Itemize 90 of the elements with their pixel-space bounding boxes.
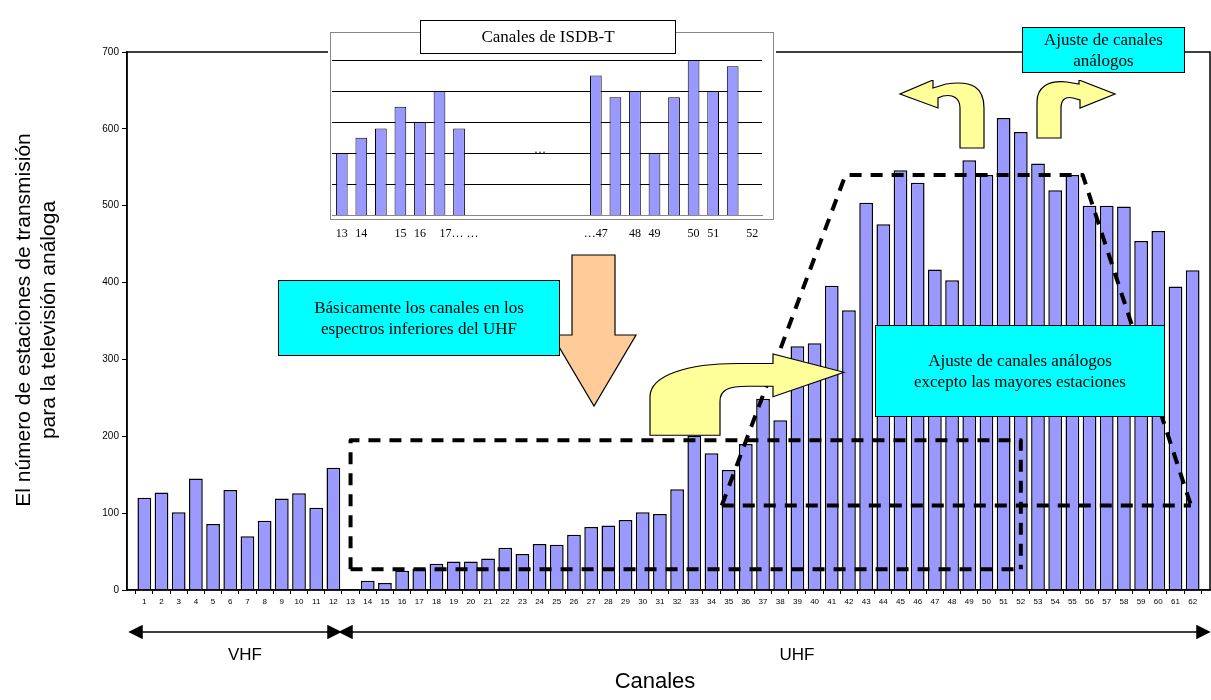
x-tick-label: 4 xyxy=(193,597,199,606)
x-tick-label: …47 xyxy=(583,225,608,240)
y-axis-title: El número de estaciones de transmisión para la televisión análoga xyxy=(10,132,61,509)
x-tick-label: 14 xyxy=(363,597,373,606)
x-tick-label: 44 xyxy=(878,597,889,606)
x-tick-label: 33 xyxy=(689,597,700,606)
x-tick-label: 18 xyxy=(432,597,442,606)
x-tick-label: 43 xyxy=(861,597,872,606)
x-tick-label: 6 xyxy=(228,597,234,606)
x-tick-label: 48 xyxy=(947,597,958,606)
x-tick-label: 21 xyxy=(483,597,494,606)
x-tick-label: 7 xyxy=(245,597,251,606)
x-tick-label: 30 xyxy=(638,597,648,606)
chart-title: Canales de ISDB-T xyxy=(420,20,676,54)
y-tick-label: 0 xyxy=(113,583,120,595)
annotation: … xyxy=(533,142,547,157)
x-tick-label: 3 xyxy=(176,597,182,606)
x-tick-label: 39 xyxy=(792,597,803,606)
x-tick-label: 51 xyxy=(999,597,1009,606)
x-tick-label: 15 xyxy=(394,225,407,240)
y-tick-label: 500 xyxy=(102,199,120,211)
x-tick-label: 38 xyxy=(775,597,786,606)
y-tick-label: 400 xyxy=(102,276,120,288)
x-tick-label: 40 xyxy=(810,597,820,606)
y-tick-label: 200 xyxy=(102,430,120,442)
x-tick-label: 2 xyxy=(159,597,165,606)
x-tick-label: 55 xyxy=(1067,597,1078,606)
x-axis-title: Canales xyxy=(613,668,697,694)
x-tick-label: 13 xyxy=(346,597,356,606)
x-tick-label: 5 xyxy=(210,597,216,606)
x-tick-label: 54 xyxy=(1050,597,1061,606)
x-tick-label: 17 xyxy=(414,597,425,606)
x-tick-label: 62 xyxy=(1188,597,1198,606)
x-tick-label: 34 xyxy=(707,597,717,606)
y-tick-label: 300 xyxy=(102,353,120,365)
x-tick-label: 46 xyxy=(913,597,923,606)
x-tick-label: 25 xyxy=(552,597,562,606)
x-tick-label: 26 xyxy=(569,597,579,606)
text: UHF xyxy=(757,645,837,665)
x-tick-label: 15 xyxy=(380,597,390,606)
x-tick-label: 11 xyxy=(312,597,321,606)
x-tick-label: 50 xyxy=(981,597,992,606)
x-tick-label: 60 xyxy=(1153,597,1164,606)
x-tick-label: 27 xyxy=(586,597,597,606)
x-tick-label: 10 xyxy=(294,597,304,606)
x-tick-label: 49 xyxy=(648,225,661,240)
x-tick-label: 57 xyxy=(1102,597,1112,606)
x-tick-label: 23 xyxy=(517,597,528,606)
x-tick-label: 41 xyxy=(827,597,837,606)
x-tick-label: 28 xyxy=(603,597,614,606)
x-tick-label: 52 xyxy=(1016,597,1026,606)
x-tick-label: 52 xyxy=(746,225,759,240)
x-tick-label: 1 xyxy=(142,597,148,606)
x-tick-label: 12 xyxy=(328,597,339,606)
x-tick-label: 29 xyxy=(621,597,631,606)
x-tick-label: 51 xyxy=(707,225,720,240)
x-tick-label: 37 xyxy=(758,597,769,606)
y-tick-label: 700 xyxy=(102,45,120,57)
x-tick-label: 36 xyxy=(741,597,751,606)
x-tick-label: 20 xyxy=(466,597,476,606)
x-tick-label: 16 xyxy=(413,225,426,240)
x-tick-label: 61 xyxy=(1171,597,1181,606)
x-tick-label: 48 xyxy=(628,225,641,240)
x-tick-label: 56 xyxy=(1085,597,1095,606)
x-tick-label: 19 xyxy=(449,597,459,606)
x-tick-label: 9 xyxy=(279,597,285,606)
text-box: Ajuste de canales análogos xyxy=(1022,27,1185,73)
x-tick-label: 47 xyxy=(930,597,940,606)
x-tick-label: 14 xyxy=(355,225,368,240)
x-tick-label: 59 xyxy=(1136,597,1147,606)
x-tick-label: 49 xyxy=(964,597,975,606)
x-tick-label: 31 xyxy=(655,597,665,606)
x-tick-label: 24 xyxy=(535,597,545,606)
x-tick-label: 16 xyxy=(397,597,408,606)
x-tick-label: 58 xyxy=(1119,597,1129,606)
text-box: Básicamente los canales en los espectros inferiores del UHF xyxy=(278,280,560,356)
x-tick-label: 42 xyxy=(844,597,854,606)
x-tick-label: 32 xyxy=(672,597,683,606)
x-tick-label: 17… … xyxy=(439,225,479,240)
y-tick-label: 100 xyxy=(102,506,120,518)
x-tick-label: 45 xyxy=(896,597,906,606)
x-tick-label: 22 xyxy=(500,597,511,606)
x-tick-label: 13 xyxy=(335,225,348,240)
y-tick-label: 600 xyxy=(102,122,120,134)
text: VHF xyxy=(205,645,285,665)
text-box: Ajuste de canales análogos excepto las mayores estaciones xyxy=(875,325,1165,417)
x-tick-label: 53 xyxy=(1033,597,1043,606)
x-tick-label: 50 xyxy=(687,225,700,240)
x-tick-label: 8 xyxy=(262,597,268,606)
x-tick-label: 35 xyxy=(724,597,734,606)
